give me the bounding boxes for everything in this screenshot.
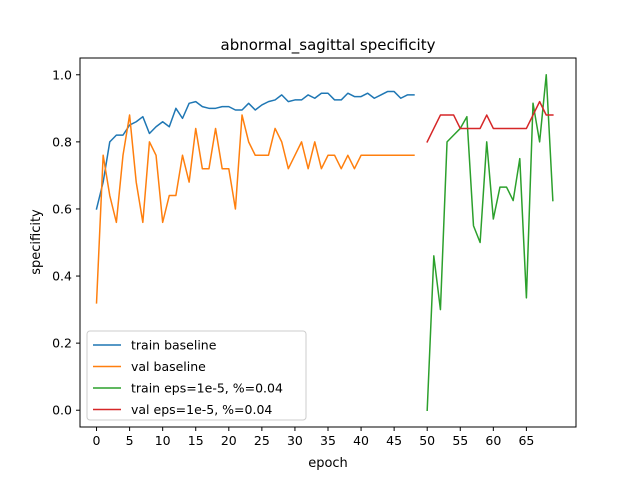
y-tick-label-2: 0.4 xyxy=(52,269,72,284)
y-tick-label-5: 1.0 xyxy=(52,67,72,82)
x-tick-label-0: 0 xyxy=(93,433,101,448)
x-tick-label-3: 15 xyxy=(188,433,204,448)
y-tick-label-3: 0.6 xyxy=(52,201,72,216)
y-axis-label: specificity xyxy=(29,209,44,275)
x-tick-label-1: 5 xyxy=(126,433,134,448)
x-tick-label-8: 40 xyxy=(353,433,369,448)
legend-box xyxy=(86,330,307,421)
legend-label-1: val baseline xyxy=(131,359,206,374)
y-tick-label-4: 0.8 xyxy=(52,134,72,149)
x-tick-label-10: 50 xyxy=(419,433,435,448)
x-tick-label-11: 55 xyxy=(452,433,468,448)
series-line-0 xyxy=(95,90,415,210)
chart-title: abnormal_sagittal specificity xyxy=(221,36,436,55)
legend-label-0: train baseline xyxy=(131,338,217,353)
x-tick-label-9: 45 xyxy=(386,433,402,448)
legend-label-2: train eps=1e-5, %=0.04 xyxy=(131,381,283,396)
legend-label-3: val eps=1e-5, %=0.04 xyxy=(131,402,272,417)
x-tick-label-12: 60 xyxy=(485,433,501,448)
x-tick-label-5: 25 xyxy=(254,433,270,448)
plot-series xyxy=(95,74,554,412)
x-axis-label: epoch xyxy=(308,456,348,471)
x-tick-label-6: 30 xyxy=(287,433,303,448)
x-tick-label-4: 20 xyxy=(221,433,237,448)
y-axis: 0.0 0.2 0.4 0.6 0.8 1.0 xyxy=(52,67,80,418)
series-line-1 xyxy=(95,114,415,304)
y-tick-label-1: 0.2 xyxy=(52,336,72,351)
y-tick-label-0: 0.0 xyxy=(52,403,72,418)
x-tick-label-7: 35 xyxy=(320,433,336,448)
legend: train baseline val baseline train eps=1e-5… xyxy=(86,330,307,421)
x-tick-label-2: 10 xyxy=(155,433,171,448)
series-line-2 xyxy=(426,74,554,412)
x-tick-label-13: 65 xyxy=(518,433,534,448)
x-axis: 0 5 10 15 20 25 30 35 40 45 50 55 60 65 xyxy=(93,427,534,448)
series-line-3 xyxy=(426,100,554,143)
